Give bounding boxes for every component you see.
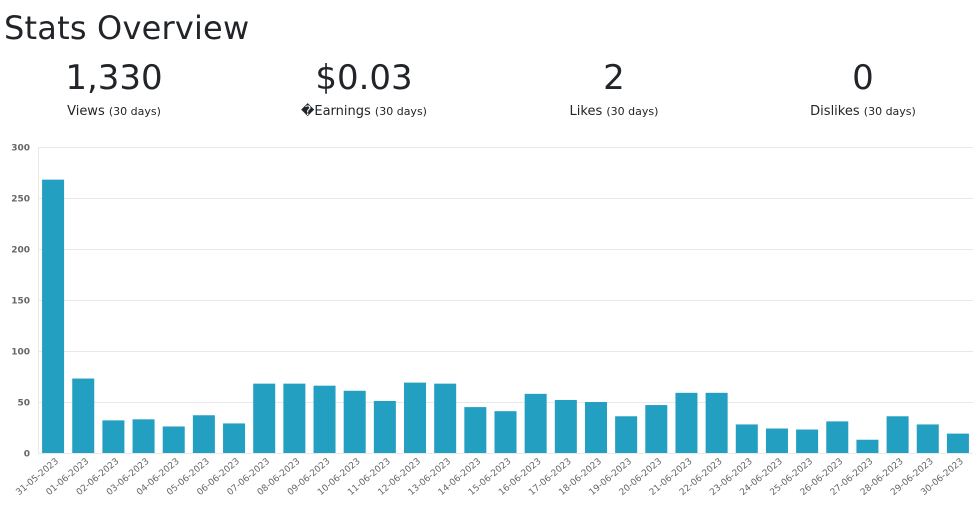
bar xyxy=(645,405,668,453)
bar xyxy=(313,385,336,453)
stat-value: 2 xyxy=(603,58,625,98)
stat-label: �Earnings (30 days) xyxy=(244,102,484,122)
bar xyxy=(826,421,849,453)
stat-value: $0.03 xyxy=(315,58,413,98)
y-tick-label: 250 xyxy=(11,195,30,205)
page-title: Stats Overview xyxy=(4,9,250,47)
stat-label-text: Likes xyxy=(569,104,603,119)
bar xyxy=(675,392,698,453)
stat-period: (30 days) xyxy=(606,105,659,118)
bar xyxy=(705,392,728,453)
bar xyxy=(72,378,95,453)
bar xyxy=(42,179,65,453)
bar xyxy=(253,383,276,453)
bar xyxy=(765,428,788,453)
bar xyxy=(132,419,155,453)
bar xyxy=(524,393,547,453)
bar xyxy=(584,402,607,453)
y-tick-label: 50 xyxy=(17,399,30,409)
bar xyxy=(554,399,577,453)
bar xyxy=(494,411,517,453)
stat-period: (30 days) xyxy=(374,105,427,118)
bar xyxy=(102,420,125,453)
stat-value: 0 xyxy=(852,58,874,98)
y-tick-label: 150 xyxy=(11,297,30,307)
stat-dislikes: 0 Dislikes (30 days) xyxy=(743,56,977,122)
stat-likes: 2 Likes (30 days) xyxy=(494,56,734,122)
bar xyxy=(856,439,879,453)
y-tick-label: 300 xyxy=(11,144,30,154)
y-tick-label: 100 xyxy=(11,348,30,358)
stat-label: Dislikes (30 days) xyxy=(743,102,977,122)
bar xyxy=(162,426,185,453)
stat-label: Views (30 days) xyxy=(0,102,234,122)
bar xyxy=(223,423,246,453)
bar xyxy=(886,416,909,453)
stat-period: (30 days) xyxy=(108,105,161,118)
bar xyxy=(343,390,366,453)
bar xyxy=(192,415,215,453)
stat-label-text: Views xyxy=(67,104,105,119)
bar xyxy=(946,433,969,453)
stat-earnings: $0.03 �Earnings (30 days) xyxy=(244,56,484,122)
bar xyxy=(615,416,638,453)
bar xyxy=(434,383,457,453)
bar xyxy=(796,429,819,453)
stat-label: Likes (30 days) xyxy=(494,102,734,122)
stat-period: (30 days) xyxy=(863,105,916,118)
bar xyxy=(916,424,939,453)
stat-value: 1,330 xyxy=(65,58,163,98)
bar xyxy=(735,424,758,453)
stat-label-text: �Earnings xyxy=(301,104,371,119)
y-tick-label: 0 xyxy=(24,450,30,460)
y-tick-label: 200 xyxy=(11,246,30,256)
bar xyxy=(373,400,396,453)
bar xyxy=(283,383,306,453)
stat-views: 1,330 Views (30 days) xyxy=(0,56,234,122)
stat-label-text: Dislikes xyxy=(810,104,860,119)
bar xyxy=(464,407,487,453)
bar xyxy=(404,382,427,453)
